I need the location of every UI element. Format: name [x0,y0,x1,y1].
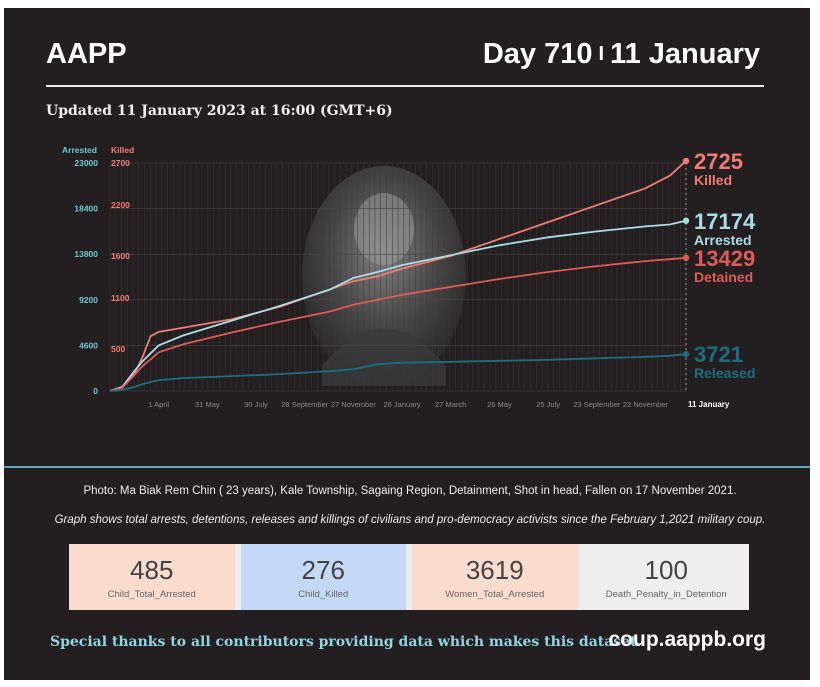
stat-label: Women_Total_Arrested [445,588,545,600]
series-line-detained [109,257,687,392]
y-tick-arrested: 23000 [74,158,98,168]
photo-caption: Photo: Ma Biak Rem Chin ( 23 years), Kal… [83,485,737,497]
series-value-label: 17174 [694,209,756,234]
series-end-marker-released [682,350,690,358]
y-tick-arrested: 13800 [74,249,98,259]
y-axis-right-label: Killed [111,145,134,155]
y-tick-arrested: 4600 [79,340,98,350]
x-tick-label: 30 July [244,400,268,409]
cumulative-line-chart: Arrested Killed 0 4600 9200 13800 18400 23000 50… [62,145,756,409]
x-tick-label: 25 July [536,400,560,409]
stat-label: Child_Killed [298,588,349,600]
x-tick-label: 22 November [623,400,669,409]
stat-label: Death_Penalty_in_Detention [605,588,727,600]
x-tick-label: 31 May [195,400,220,409]
y-tick-killed: 1600 [111,251,130,261]
stat-value: 276 [301,554,345,585]
day-date: 11 January [610,38,760,70]
series-name-label: Killed [694,172,732,188]
x-tick-label: 26 January [384,400,421,409]
x-tick-label: 28 September [281,400,329,409]
series-value-label: 13429 [694,246,755,271]
y-tick-killed: 1100 [111,293,130,303]
stat-card-child-arrested: 485 Child_Total_Arrested [69,544,241,610]
graph-note: Graph shows total arrests, detentions, r… [54,514,766,526]
x-tick-label: 27 November [331,400,377,409]
brand-title: AAPP [46,38,127,70]
series-line-released [109,353,687,392]
x-tick-label: 23 September [573,400,621,409]
y-tick-arrested: 0 [93,386,98,396]
y-tick-killed: 2700 [111,158,130,168]
y-axis-left-label: Arrested [62,145,97,155]
y-tick-arrested: 9200 [79,295,98,305]
x-tick-label: 11 January [688,400,730,409]
series-end-marker-detained [682,254,690,262]
day-counter: Day 710 I 11 January [483,38,760,71]
stat-card-death-penalty: 100 Death_Penalty_in_Detention [583,544,749,610]
section-divider [4,466,810,468]
series-line-killed [109,160,687,392]
y-tick-arrested: 18400 [74,204,98,214]
updated-timestamp: Updated 11 January 2023 at 16:00 (GMT+6) [46,103,393,119]
x-tick-label: 1 April [148,400,169,409]
series-line-arrested [109,219,687,392]
stat-value: 100 [644,554,688,585]
stat-card-child-killed: 276 Child_Killed [240,544,412,610]
thanks-note: Special thanks to all contributors provi… [50,634,642,650]
series-value-label: 3721 [694,342,743,367]
y-tick-killed: 500 [111,344,125,354]
header-rule [46,85,764,87]
x-tick-label: 26 May [487,400,512,409]
stat-card-women-arrested: 3619 Women_Total_Arrested [412,544,584,610]
chart-gridlines [109,162,687,392]
stat-value: 3619 [465,554,524,585]
portrait-photo [302,166,466,386]
website-link[interactable]: coup.aappb.org [608,628,767,651]
title-separator: I [598,43,605,65]
series-name-label: Released [694,365,755,381]
stat-label: Child_Total_Arrested [107,588,196,600]
y-tick-killed: 2200 [111,200,130,210]
series-name-label: Arrested [694,232,752,248]
chart-series [109,157,690,392]
series-end-marker-killed [682,157,690,165]
x-tick-label: 27 March [435,400,466,409]
series-value-label: 2725 [694,149,743,174]
series-name-label: Detained [694,269,753,285]
day-number: Day 710 [482,38,593,70]
stat-cards: 485 Child_Total_Arrested 276 Child_Kille… [69,544,749,610]
stat-value: 485 [130,554,174,585]
series-end-marker-arrested [682,217,690,224]
